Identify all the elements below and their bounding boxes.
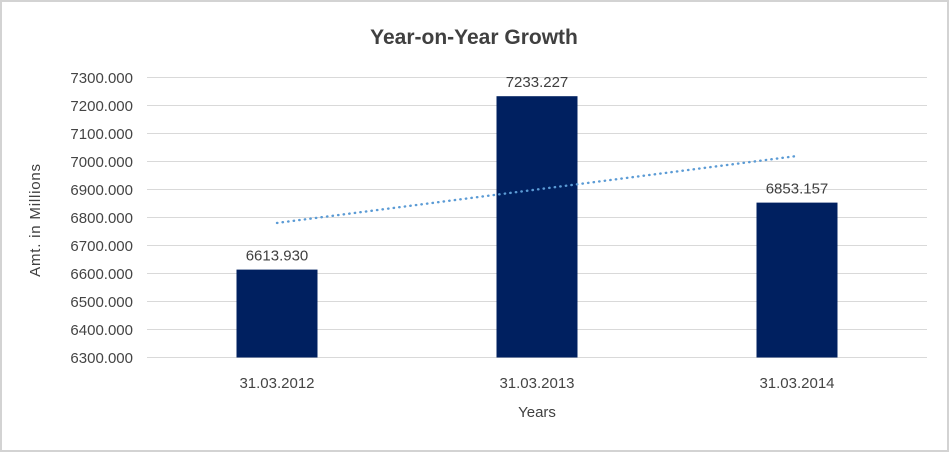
data-label-31.03.2013: 7233.227 xyxy=(506,74,569,91)
x-axis-title: Years xyxy=(518,404,556,421)
y-tick-7300.000: 7300.000 xyxy=(70,70,133,87)
data-labels: 6613.930 7233.227 6853.157 xyxy=(246,74,829,264)
x-tick-31.03.2014: 31.03.2014 xyxy=(759,375,834,392)
y-tick-6900.000: 6900.000 xyxy=(70,182,133,199)
bar-series xyxy=(236,96,838,358)
y-tick-6400.000: 6400.000 xyxy=(70,322,133,339)
y-tick-6700.000: 6700.000 xyxy=(70,238,133,255)
bar-31.03.2013 xyxy=(496,96,578,358)
x-tick-31.03.2012: 31.03.2012 xyxy=(239,375,314,392)
y-axis-tick-labels: 7300.000 7200.000 7100.000 7000.000 6900.000… xyxy=(70,70,133,367)
data-label-31.03.2012: 6613.930 xyxy=(246,248,309,265)
bar-31.03.2014 xyxy=(756,202,838,358)
y-tick-7100.000: 7100.000 xyxy=(70,126,133,143)
trendline xyxy=(275,154,799,225)
data-label-31.03.2014: 6853.157 xyxy=(766,181,829,198)
y-tick-6500.000: 6500.000 xyxy=(70,294,133,311)
y-tick-6600.000: 6600.000 xyxy=(70,266,133,283)
y-tick-7000.000: 7000.000 xyxy=(70,154,133,171)
chart-title: Year-on-Year Growth xyxy=(370,26,578,49)
y-axis-title: Amt. in Millions xyxy=(27,163,44,277)
y-tick-6300.000: 6300.000 xyxy=(70,350,133,367)
x-axis-tick-labels: 31.03.2012 31.03.2013 31.03.2014 xyxy=(239,375,834,392)
y-tick-7200.000: 7200.000 xyxy=(70,98,133,115)
x-tick-31.03.2013: 31.03.2013 xyxy=(499,375,574,392)
bar-31.03.2012 xyxy=(236,269,318,358)
y-tick-6800.000: 6800.000 xyxy=(70,210,133,227)
